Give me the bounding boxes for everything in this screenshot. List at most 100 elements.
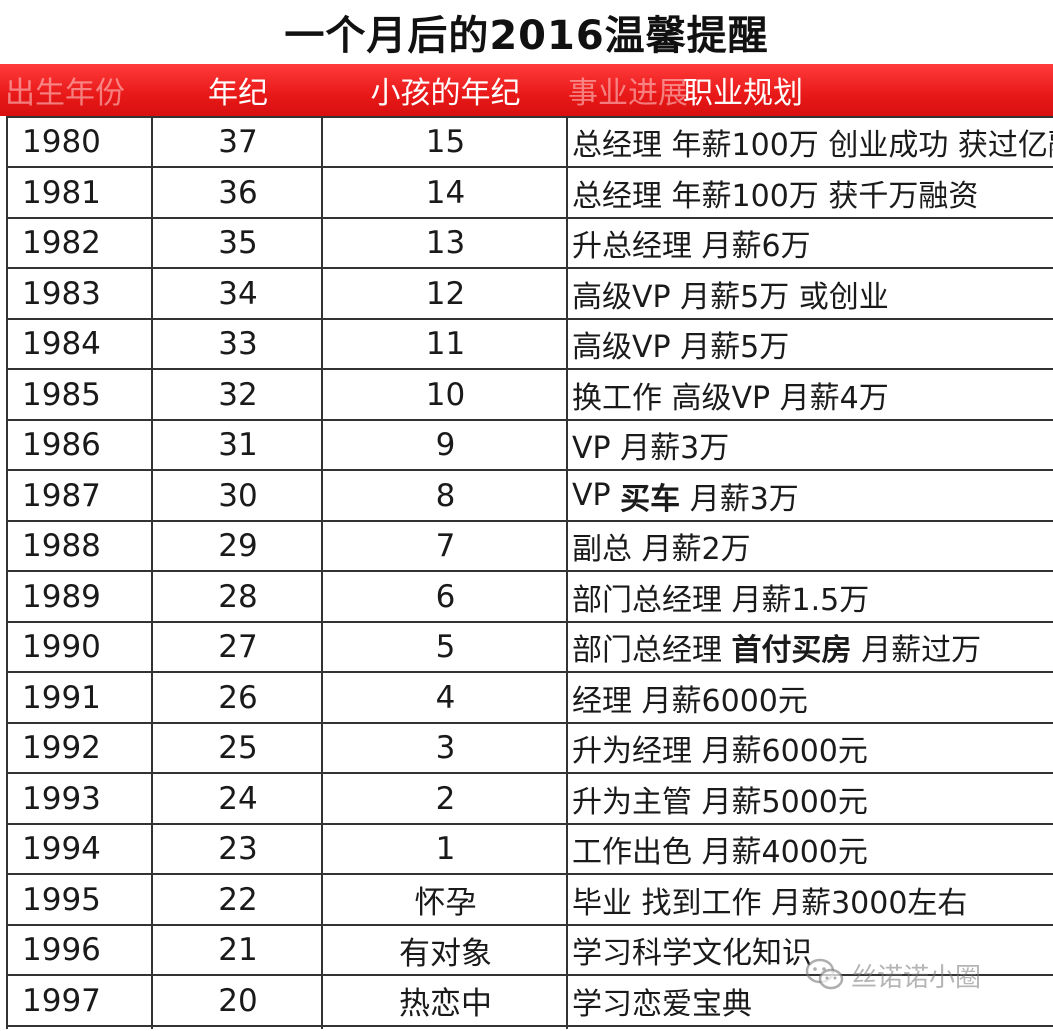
table-row: 1987 30 8 VP 买车 月薪3万 (8, 472, 1053, 522)
cell-birth-year: 1989 (22, 578, 101, 615)
cell-career-plan: 毕业 找到工作 月薪3000左右 (572, 885, 968, 921)
cell-birth-year: 1988 (22, 528, 101, 564)
cell-career-plan: 升为经理 月薪6000元 (572, 734, 868, 769)
table-border-left (6, 116, 8, 1029)
cell-career-plan: 升为主管 月薪5000元 (572, 784, 868, 820)
column-divider (151, 116, 153, 1029)
cell-age: 32 (218, 376, 258, 413)
cell-career-plan: 学习科学文化知识 (572, 936, 812, 971)
cell-age: 35 (218, 225, 258, 261)
cell-child-age: 4 (435, 679, 456, 716)
table-row: 1981 36 14 总经理 年薪100万 获千万融资 (8, 169, 1053, 219)
table-row: 1997 20 热恋中 学习恋爱宝典 (8, 977, 1053, 1027)
cell-child-age: 热恋中 (399, 986, 492, 1022)
cell-age: 28 (218, 578, 258, 615)
cell-career-plan: 总经理 年薪100万 创业成功 获过亿融资 (572, 128, 1053, 163)
header-year: 出生年份 (5, 76, 125, 111)
cell-career-plan: 经理 月薪6000元 (572, 683, 808, 719)
cell-career-plan: 部门总经理 月薪1.5万 (572, 582, 870, 618)
cell-child-age: 11 (425, 326, 466, 362)
plan-text: 月薪3万 (680, 481, 799, 517)
cell-birth-year: 1991 (22, 679, 101, 716)
cell-career-plan: 总经理 年薪100万 获千万融资 (572, 178, 979, 214)
cell-career-plan: 高级VP 月薪5万 (572, 330, 790, 365)
cell-birth-year: 1994 (22, 831, 101, 867)
column-divider (566, 116, 568, 1029)
table-row: 1980 37 15 总经理 年薪100万 创业成功 获过亿融资 (8, 118, 1053, 168)
cell-age: 24 (218, 780, 258, 817)
cell-birth-year: 1981 (22, 174, 101, 211)
table-row: 1984 33 11 高级VP 月薪5万 (8, 320, 1053, 370)
cell-birth-year: 1995 (22, 881, 101, 918)
cell-child-age: 2 (435, 780, 456, 817)
cell-child-age: 8 (435, 477, 456, 514)
cell-birth-year: 1985 (22, 376, 101, 413)
page-title: 一个月后的2016温馨提醒 (284, 13, 769, 59)
cell-child-age: 14 (425, 174, 466, 211)
table-header: 出生年份 年纪 小孩的年纪 事业进展 职业规划 (0, 64, 1053, 116)
cell-age: 37 (218, 124, 258, 160)
cell-age: 26 (218, 679, 258, 716)
cell-birth-year: 1993 (22, 780, 101, 817)
cell-career-plan: 高级VP 月薪5万 或创业 (572, 279, 889, 315)
cell-career-plan: 副总 月薪2万 (572, 532, 751, 567)
table-row: 1996 21 有对象 学习科学文化知识 (8, 926, 1053, 976)
cell-career-plan: 工作出色 月薪4000元 (572, 835, 868, 870)
plan-text: VP (572, 478, 621, 513)
cell-age: 34 (218, 275, 258, 312)
column-divider (321, 116, 323, 1029)
header-age: 年纪 (208, 76, 268, 111)
cell-birth-year: 1992 (22, 730, 101, 766)
cell-birth-year: 1983 (22, 275, 101, 312)
plan-text: 月薪过万 (851, 633, 982, 668)
table-row: 1991 26 4 经理 月薪6000元 (8, 674, 1053, 724)
cell-age: 21 (218, 932, 258, 968)
cell-career-plan: 升总经理 月薪6万 (572, 229, 811, 264)
cell-career-plan: VP 买车 月薪3万 (568, 472, 1053, 520)
cell-child-age: 3 (435, 730, 456, 766)
cell-birth-year: 1996 (22, 932, 101, 968)
cell-career-plan: 部门总经理 首付买房 月薪过万 (568, 623, 1053, 671)
cell-age: 30 (218, 477, 258, 514)
table-row: 1988 29 7 副总 月薪2万 (8, 522, 1053, 572)
cell-age: 27 (218, 629, 258, 665)
cell-age: 36 (218, 174, 258, 211)
cell-age: 33 (218, 326, 258, 362)
table-row: 1990 27 5 部门总经理 首付买房 月薪过万 (8, 623, 1053, 673)
wechat-icon (805, 958, 844, 990)
cell-child-age: 5 (435, 629, 456, 665)
cell-child-age: 6 (435, 578, 456, 615)
cell-child-age: 9 (435, 427, 456, 463)
table-row: 1983 34 12 高级VP 月薪5万 或创业 (8, 270, 1053, 320)
table-row: 1982 35 13 升总经理 月薪6万 (8, 219, 1053, 269)
plan-highlight: 买车 (620, 481, 681, 517)
plan-text: 部门总经理 (572, 633, 732, 668)
cell-child-age: 1 (435, 831, 456, 867)
table-row: 1985 32 10 换工作 高级VP 月薪4万 (8, 371, 1053, 421)
table-row: 1995 22 怀孕 毕业 找到工作 月薪3000左右 (8, 876, 1053, 926)
cell-child-age: 13 (425, 225, 466, 261)
header-stage: 事业进展 (568, 76, 688, 111)
cell-age: 31 (218, 427, 258, 463)
cell-birth-year: 1987 (22, 477, 101, 514)
cell-age: 23 (218, 831, 258, 867)
cell-birth-year: 1990 (22, 629, 101, 665)
table-row: 1992 25 3 升为经理 月薪6000元 (8, 724, 1053, 774)
cell-age: 29 (218, 528, 258, 564)
cell-child-age: 7 (435, 528, 456, 564)
cell-birth-year: 1984 (22, 326, 101, 362)
cell-age: 22 (218, 881, 258, 918)
cell-career-plan: 学习恋爱宝典 (572, 986, 752, 1022)
cell-child-age: 怀孕 (414, 885, 477, 921)
cell-birth-year: 1997 (22, 982, 101, 1019)
cell-child-age: 12 (425, 275, 466, 312)
table-row: 1993 24 2 升为主管 月薪5000元 (8, 775, 1053, 825)
cell-age: 25 (218, 730, 258, 766)
table-row: 1994 23 1 工作出色 月薪4000元 (8, 825, 1053, 875)
header-child-age: 小孩的年纪 (370, 76, 521, 111)
cell-age: 20 (218, 982, 258, 1019)
cell-career-plan: VP 月薪3万 (572, 431, 730, 466)
cell-birth-year: 1982 (22, 225, 101, 261)
header-plan: 职业规划 (683, 76, 803, 111)
plan-highlight: 首付买房 (731, 633, 852, 668)
